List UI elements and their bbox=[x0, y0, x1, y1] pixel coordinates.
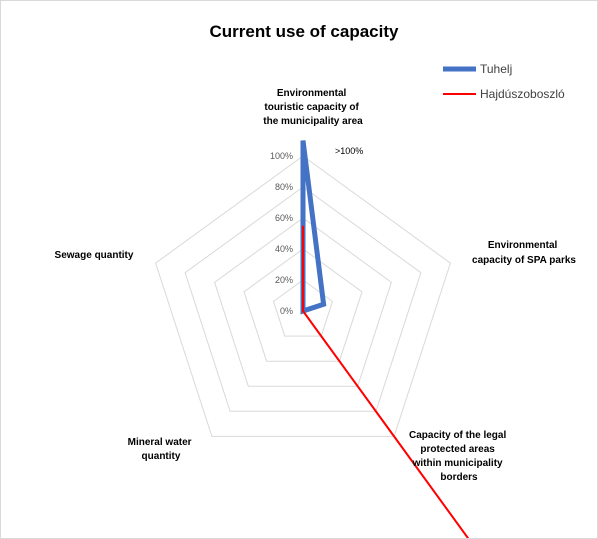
radar-grid bbox=[155, 155, 451, 437]
axis-label-touristic: Environmental touristic capacity of the … bbox=[263, 88, 363, 127]
tick-label: 60% bbox=[275, 213, 293, 223]
series-line-tuhelj bbox=[300, 140, 327, 315]
tick-label: 100% bbox=[270, 151, 293, 161]
grid-ring-4 bbox=[184, 186, 422, 412]
legend: Tuhelj Hajdúszoboszló bbox=[443, 62, 565, 101]
tick-label: 0% bbox=[280, 306, 293, 316]
chart-title: Current use of capacity bbox=[210, 22, 399, 41]
axis-label-sewage: Sewage quantity bbox=[55, 250, 134, 261]
axis-label-mineral-water: Mineral water quantity bbox=[128, 437, 195, 462]
axis-label-protected-areas: Capacity of the legal protected areas wi… bbox=[409, 430, 509, 483]
over-100-annotation: >100% bbox=[335, 146, 363, 156]
tick-label: 20% bbox=[275, 275, 293, 285]
axis-label-spa-parks: Environmental capacity of SPA parks bbox=[472, 240, 576, 266]
legend-label-hajduszoboszlo: Hajdúszoboszló bbox=[480, 87, 565, 101]
tick-label: 40% bbox=[275, 244, 293, 254]
grid-ring-3 bbox=[214, 217, 392, 387]
tick-label: 80% bbox=[275, 182, 293, 192]
grid-ring-2 bbox=[243, 248, 363, 362]
grid-ring-1 bbox=[272, 279, 334, 337]
tick-labels: 0% 20% 40% 60% 80% 100% bbox=[270, 151, 293, 316]
grid-ring-5 bbox=[155, 155, 451, 437]
legend-label-tuhelj: Tuhelj bbox=[480, 62, 512, 76]
series-layer bbox=[300, 140, 470, 538]
series-line-hajd-szoboszl- bbox=[302, 225, 470, 538]
